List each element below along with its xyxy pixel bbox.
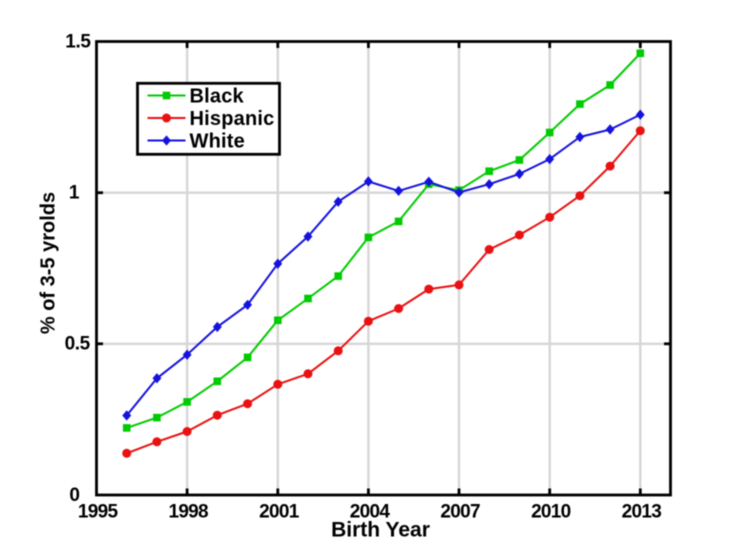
svg-text:Hispanic: Hispanic [190,108,275,130]
svg-text:1: 1 [69,183,80,204]
svg-text:% of 3-5 yrolds: % of 3-5 yrolds [38,192,60,334]
svg-text:1995: 1995 [78,502,119,523]
svg-text:1998: 1998 [168,502,208,523]
svg-text:0: 0 [69,485,79,506]
svg-text:2001: 2001 [259,502,300,523]
svg-text:2013: 2013 [622,502,662,523]
svg-text:White: White [190,130,245,152]
svg-text:1.5: 1.5 [65,31,91,52]
svg-text:0.5: 0.5 [65,334,91,355]
svg-text:2007: 2007 [440,502,480,523]
svg-text:Black: Black [190,85,245,107]
svg-text:2004: 2004 [350,502,391,523]
svg-text:Birth Year: Birth Year [331,518,430,541]
svg-text:2010: 2010 [531,502,571,523]
